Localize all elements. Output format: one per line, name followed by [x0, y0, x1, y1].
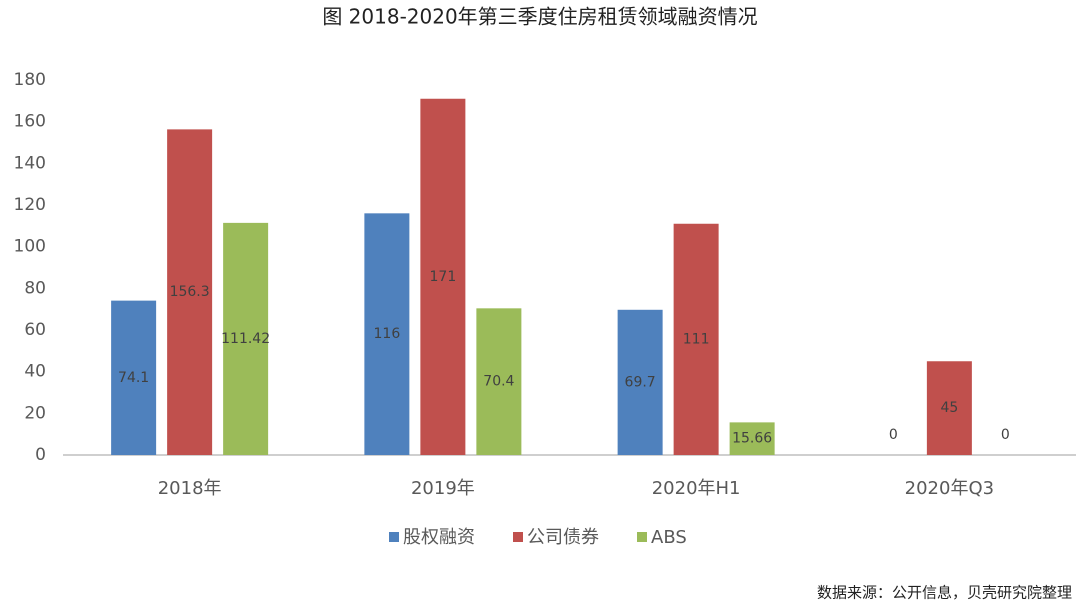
data-label: 0	[889, 427, 898, 443]
bar	[729, 422, 775, 455]
data-label: 171	[430, 269, 457, 285]
bar	[617, 309, 663, 455]
data-label: 69.7	[625, 374, 656, 390]
y-tick-label: 160	[14, 112, 46, 132]
data-label: 15.66	[732, 431, 772, 447]
bar	[420, 98, 466, 455]
legend-label: ABS	[651, 527, 687, 548]
y-tick-label: 20	[24, 403, 46, 423]
data-label: 45	[940, 400, 958, 416]
source-note: 数据来源：公开信息，贝壳研究院整理	[817, 584, 1072, 602]
y-tick-label: 180	[14, 70, 46, 90]
data-label: 74.1	[118, 370, 149, 386]
bar	[926, 361, 972, 455]
chart-title: 图 2018-2020年第三季度住房租赁领域融资情况	[322, 5, 757, 29]
bar	[673, 223, 719, 455]
bar	[364, 213, 410, 455]
data-label: 0	[1001, 427, 1010, 443]
data-label: 111	[683, 331, 710, 347]
x-tick-label: 2018年	[158, 478, 222, 499]
x-tick-label: 2020年Q3	[905, 478, 994, 499]
legend-swatch	[637, 532, 647, 542]
y-tick-label: 60	[24, 320, 46, 340]
y-tick-label: 100	[14, 237, 46, 257]
bar	[476, 308, 522, 455]
legend-swatch	[389, 532, 399, 542]
y-tick-label: 0	[35, 445, 46, 465]
y-tick-label: 120	[14, 195, 46, 215]
bar	[223, 222, 269, 455]
legend-label: 公司债券	[527, 527, 599, 548]
data-label: 70.4	[483, 374, 514, 390]
bar	[167, 129, 213, 455]
y-tick-label: 40	[24, 362, 46, 382]
x-tick-label: 2019年	[411, 478, 475, 499]
data-label: 156.3	[170, 284, 210, 300]
y-tick-label: 80	[24, 278, 46, 298]
x-tick-label: 2020年H1	[652, 478, 741, 499]
data-label: 116	[374, 326, 401, 342]
data-label: 111.42	[221, 331, 270, 347]
bar	[111, 300, 157, 455]
y-tick-label: 140	[14, 153, 46, 173]
legend-label: 股权融资	[403, 527, 475, 548]
legend-swatch	[513, 532, 523, 542]
